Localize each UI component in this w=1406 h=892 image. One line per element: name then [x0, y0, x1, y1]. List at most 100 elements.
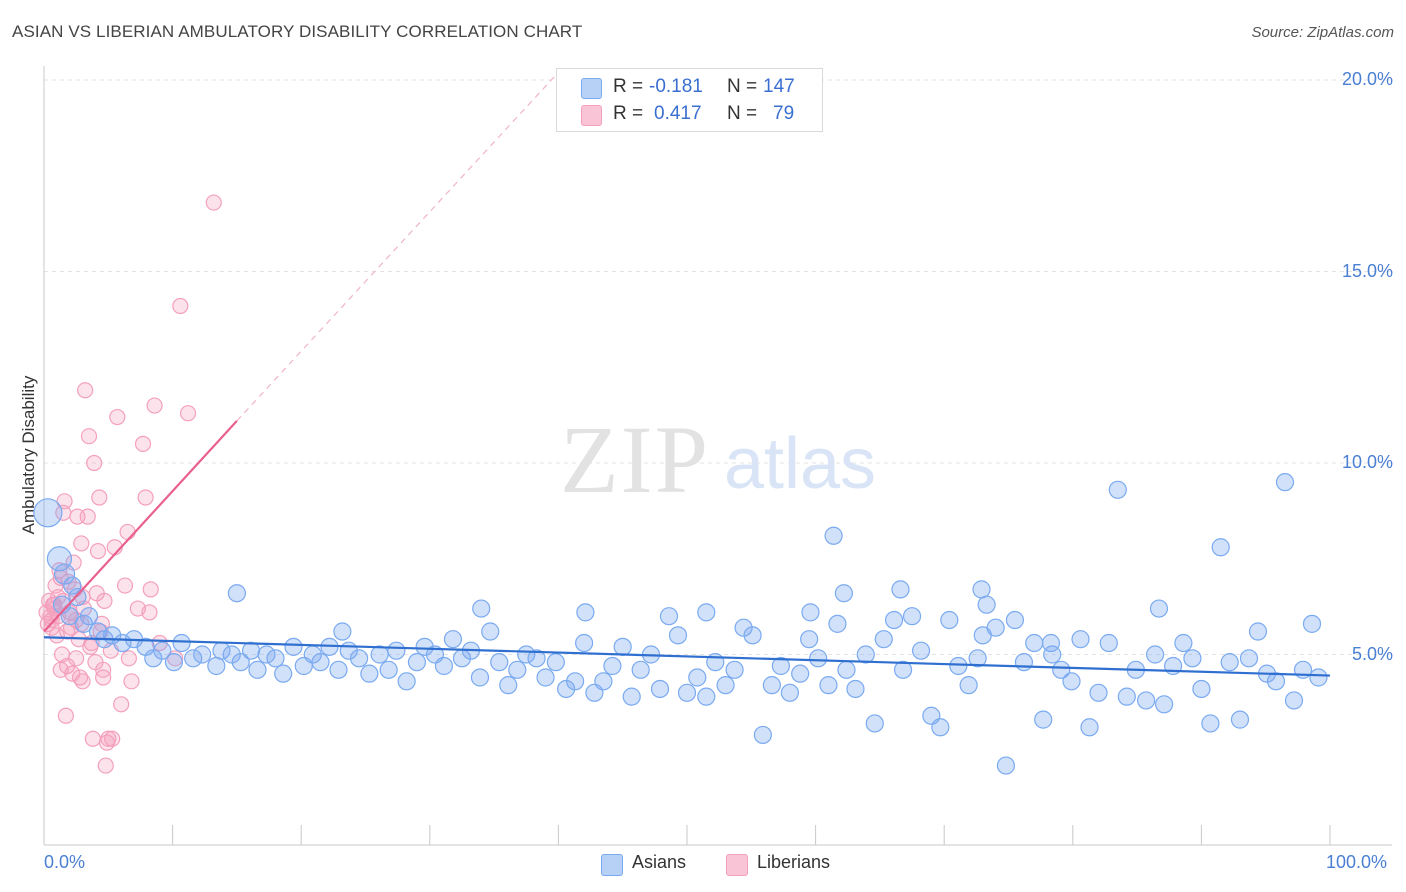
asian-point: [1062, 672, 1081, 691]
asian-point: [865, 714, 884, 733]
asian-point: [527, 649, 546, 668]
asian-n-label: N =: [727, 76, 758, 97]
asian-swatch: [581, 78, 602, 99]
asian-point: [490, 653, 509, 672]
correlation-legend: R = -0.181 N = 147 R = 0.417 N = 79: [556, 68, 823, 132]
asian-point: [415, 637, 434, 656]
liberian-point: [96, 592, 113, 609]
asian-point: [834, 584, 853, 603]
liberian-point: [43, 619, 60, 636]
asian-point: [1183, 649, 1202, 668]
liberian-point: [116, 577, 134, 594]
asian-point: [940, 610, 959, 630]
asian-point: [996, 756, 1016, 775]
asian-point: [546, 653, 565, 672]
asian-point: [1025, 633, 1044, 653]
watermark-atlas: atlas: [724, 424, 876, 504]
x-tick-label-max: 100.0%: [1326, 852, 1388, 872]
asian-point: [33, 498, 63, 528]
asian-point: [153, 641, 172, 660]
asian-point: [1137, 691, 1156, 710]
asian-point: [893, 660, 913, 679]
asian-point: [1302, 614, 1322, 633]
asian-point: [1034, 710, 1053, 729]
asian-point: [227, 584, 246, 603]
asian-point: [631, 660, 650, 679]
asian-point: [1309, 668, 1328, 687]
watermark: ZIP atlas: [560, 406, 876, 513]
asian-r-value: -0.181: [649, 76, 703, 97]
asian-point: [508, 660, 527, 679]
asian-point: [1041, 633, 1061, 653]
asian-point: [1071, 630, 1090, 649]
liberian-point: [123, 673, 140, 690]
asian-point: [1089, 683, 1108, 702]
liberian-point: [79, 508, 96, 525]
liberian-point: [146, 397, 163, 414]
asian-point: [891, 580, 910, 599]
asian-point: [902, 607, 922, 626]
asian-point: [780, 683, 799, 702]
liberian-point: [141, 604, 158, 621]
asian-point: [74, 614, 93, 633]
asian-point: [248, 660, 267, 679]
asian-point: [60, 607, 79, 626]
asian-point: [846, 679, 865, 699]
liberian-point: [80, 428, 98, 445]
asian-point: [517, 645, 536, 664]
source-label: Source: ZipAtlas.com: [1251, 24, 1394, 41]
asian-point: [68, 587, 87, 607]
liberian-point: [68, 650, 85, 667]
asian-point: [481, 622, 500, 641]
grid-lines: [44, 79, 1392, 655]
asian-point: [819, 676, 838, 695]
asian-point: [968, 649, 987, 668]
asian-point: [949, 656, 968, 676]
asian-point: [1239, 649, 1259, 668]
asian-point: [668, 626, 688, 645]
asian-point: [576, 603, 595, 622]
liberian-point: [74, 673, 91, 690]
asian-point: [1005, 610, 1025, 630]
liberians-legend-label: Liberians: [757, 852, 831, 872]
y-tick-label: 15.0%: [1341, 260, 1393, 281]
asian-point: [1146, 645, 1165, 664]
asian-point: [536, 668, 555, 687]
asian-point: [566, 672, 585, 691]
liberian-point: [109, 408, 126, 426]
asian-point: [697, 687, 716, 706]
liberian-swatch: [581, 105, 602, 126]
liberian-point: [82, 638, 99, 655]
asian-point: [257, 645, 276, 664]
liberian-point: [91, 489, 108, 506]
asian-point: [1099, 633, 1118, 653]
asian-point: [349, 649, 369, 668]
asian-point: [837, 660, 856, 679]
asian-point: [743, 626, 762, 645]
y-tick-label: 10.0%: [1341, 452, 1393, 472]
liberian-point: [56, 493, 73, 510]
asian-point: [791, 664, 810, 683]
asian-point: [284, 637, 303, 656]
asian-point: [650, 679, 670, 699]
liberian-point: [119, 523, 136, 541]
asian-point: [688, 668, 707, 687]
asian-point: [1211, 538, 1230, 557]
axes: [43, 66, 1392, 846]
asian-point: [241, 641, 261, 660]
asian-point: [1275, 473, 1295, 492]
asian-point: [575, 633, 594, 653]
liberian-point: [104, 730, 121, 747]
asian-point: [63, 576, 82, 595]
liberian-r-value: 0.417: [654, 103, 702, 124]
liberian-point: [84, 730, 101, 747]
asian-point: [379, 660, 398, 679]
liberian-point: [89, 542, 107, 560]
asian-point: [972, 580, 991, 599]
asian-point: [1201, 714, 1220, 733]
asian-point: [762, 676, 781, 695]
asian-point: [1155, 695, 1174, 714]
asian-point: [771, 656, 790, 676]
asian-point: [53, 563, 76, 585]
